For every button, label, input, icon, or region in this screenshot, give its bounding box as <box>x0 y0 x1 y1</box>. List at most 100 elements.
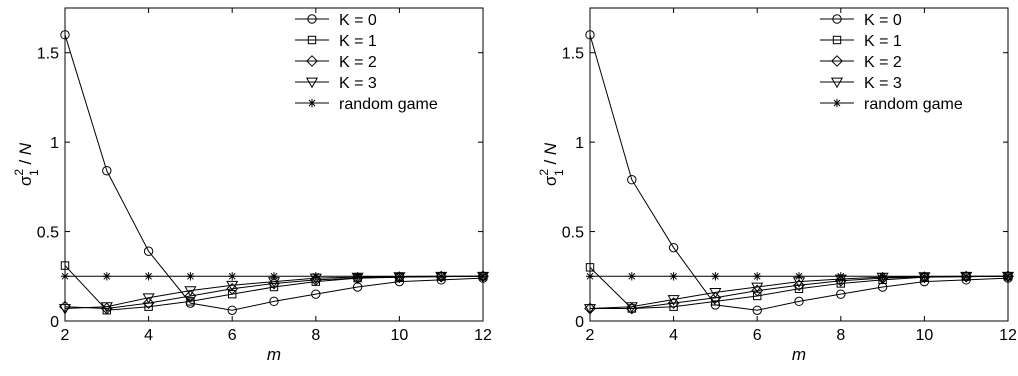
data-point <box>794 296 804 307</box>
data-point <box>753 272 762 281</box>
series-line <box>64 34 484 311</box>
x-tick-label: 10 <box>916 327 934 344</box>
data-point <box>667 297 680 310</box>
x-tick-label: 6 <box>753 327 762 344</box>
data-point <box>186 272 195 281</box>
data-point <box>478 272 488 281</box>
series-circle <box>585 30 1013 315</box>
legend-marker <box>306 55 318 67</box>
legend-label: K = 3 <box>339 75 377 92</box>
data-point <box>793 279 805 292</box>
legend-marker <box>832 14 842 24</box>
x-axis-label: m <box>792 345 806 364</box>
legend-marker <box>307 35 317 45</box>
data-point <box>395 272 404 281</box>
x-tick-label: 4 <box>144 327 153 344</box>
data-point <box>269 296 279 307</box>
data-point <box>794 272 804 281</box>
data-point <box>226 280 239 292</box>
x-tick-label: 10 <box>391 327 409 344</box>
data-point <box>60 261 70 270</box>
x-tick-label: 2 <box>586 327 595 344</box>
y-tick-label: 1.5 <box>562 46 584 63</box>
data-point <box>752 305 762 315</box>
x-tick-label: 2 <box>61 327 70 344</box>
legend-label: random game <box>864 96 963 113</box>
data-point <box>836 289 846 299</box>
x-tick-label: 4 <box>669 327 678 344</box>
data-point <box>625 302 638 313</box>
x-axis-label: m <box>267 345 281 364</box>
y-tick-label: 0 <box>575 314 584 331</box>
data-point <box>585 263 595 272</box>
data-point <box>585 272 595 281</box>
series-line <box>589 34 1009 311</box>
series-asterisk <box>585 272 1013 281</box>
legend-marker <box>305 77 319 89</box>
x-tick-label: 6 <box>228 327 237 344</box>
data-point <box>962 272 971 281</box>
data-point <box>269 272 279 281</box>
y-axis-label: σ21 / N <box>537 142 566 186</box>
data-point <box>836 272 845 281</box>
data-point <box>669 272 678 281</box>
data-point <box>627 175 637 185</box>
data-point <box>1003 272 1013 281</box>
legend: K = 0 K = 1 K = 2 K = 3 random game <box>820 12 963 113</box>
data-point <box>311 289 321 299</box>
data-point <box>709 291 722 304</box>
y-axis-label: σ21 / N <box>12 142 41 186</box>
data-point <box>184 290 197 302</box>
legend-marker <box>307 14 317 24</box>
series-circle <box>60 30 488 315</box>
legend-label: K = 2 <box>864 54 902 71</box>
data-point <box>58 304 72 315</box>
plot-frame <box>64 7 484 322</box>
legend-marker <box>832 35 842 45</box>
legend-label: K = 2 <box>339 54 377 71</box>
data-point <box>353 272 362 281</box>
data-point <box>920 272 929 281</box>
legend-label: K = 0 <box>339 12 377 29</box>
legend-label: K = 0 <box>864 12 902 29</box>
data-point <box>228 272 237 281</box>
data-point <box>143 246 154 256</box>
y-tick-label: 0 <box>50 314 59 331</box>
data-point <box>583 304 597 315</box>
data-point <box>184 286 197 297</box>
legend-label: K = 3 <box>864 75 902 92</box>
data-point <box>585 30 595 40</box>
x-tick-label: 12 <box>999 327 1017 344</box>
data-point <box>667 295 680 306</box>
series-square <box>585 263 1013 313</box>
legend-label: K = 1 <box>339 33 377 50</box>
data-point <box>102 166 112 176</box>
data-point <box>60 272 70 281</box>
y-tick-label: 0.5 <box>37 225 59 242</box>
legend-marker <box>832 98 842 108</box>
legend-marker <box>307 98 317 108</box>
y-tick-label: 1 <box>575 135 584 152</box>
data-point <box>710 300 721 310</box>
data-point <box>878 272 887 281</box>
series-asterisk <box>60 272 488 281</box>
data-point <box>186 297 195 306</box>
data-point <box>227 305 237 315</box>
x-tick-label: 12 <box>474 327 492 344</box>
legend-marker <box>830 77 844 89</box>
y-tick-label: 0.5 <box>562 225 584 242</box>
data-point <box>627 272 636 281</box>
legend-marker <box>831 55 843 67</box>
plot-frame <box>589 7 1009 322</box>
data-point <box>60 30 70 40</box>
data-point <box>711 272 720 281</box>
data-point <box>102 272 111 281</box>
data-point <box>226 282 239 295</box>
data-point <box>100 302 113 313</box>
data-point <box>144 272 153 281</box>
data-point <box>751 284 764 297</box>
